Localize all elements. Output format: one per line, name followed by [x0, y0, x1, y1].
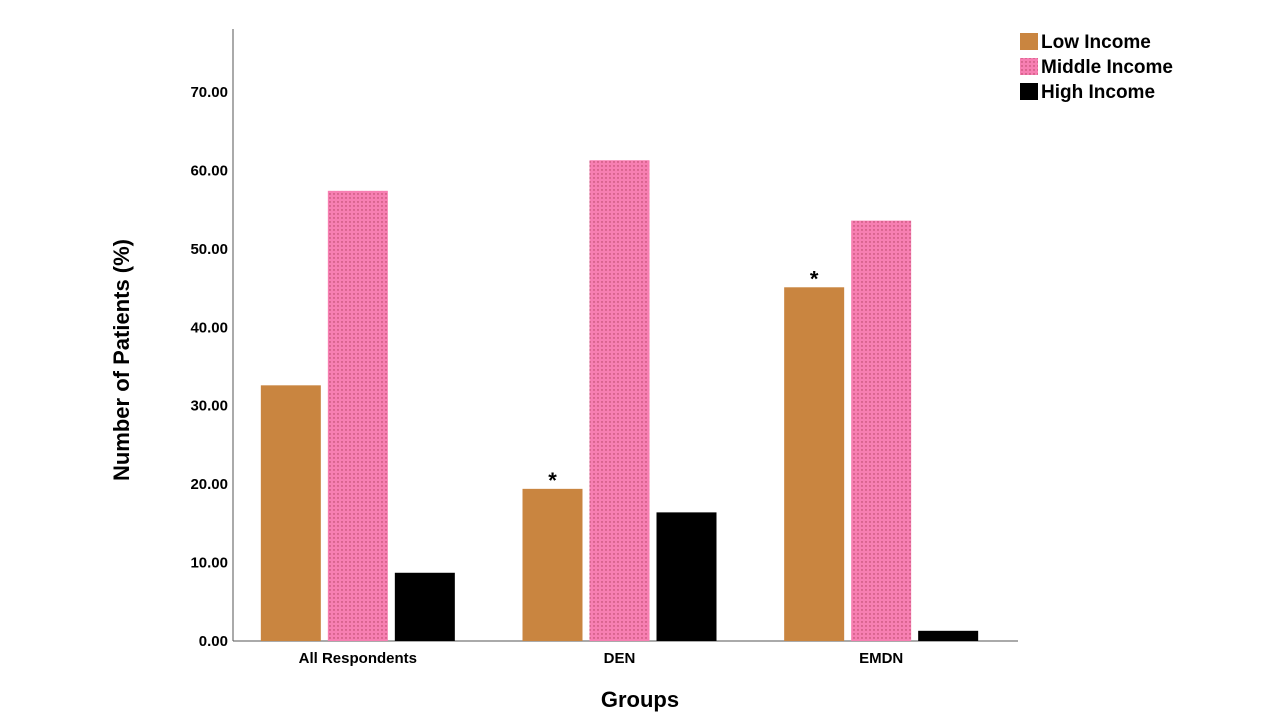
y-tick-label: 0.00 [199, 633, 228, 650]
x-axis-title: Groups [601, 687, 679, 712]
bar-middle-income [327, 190, 388, 641]
x-tick-label: DEN [604, 650, 636, 667]
y-tick-label: 20.00 [190, 476, 228, 493]
bar-high-income [656, 512, 717, 641]
legend-swatch [1020, 58, 1038, 75]
y-tick-label: 40.00 [190, 319, 228, 336]
y-tick-label: 30.00 [190, 398, 228, 415]
bar-middle-income [851, 220, 912, 641]
x-tick-label: EMDN [859, 650, 903, 667]
significance-marker: * [810, 266, 819, 291]
y-axis-title: Number of Patients (%) [109, 239, 134, 481]
y-tick-label: 50.00 [190, 241, 228, 258]
legend-swatch [1020, 83, 1038, 100]
y-tick-label: 70.00 [190, 84, 228, 101]
bar-low-income [522, 488, 583, 641]
y-tick-label: 60.00 [190, 162, 228, 179]
bar-high-income [394, 572, 455, 641]
legend-entry-label: Middle Income [1041, 57, 1173, 78]
bar-low-income [784, 287, 845, 641]
significance-marker: * [548, 468, 557, 493]
legend-entry-label: Low Income [1041, 32, 1151, 53]
legend-entry-label: High Income [1041, 82, 1155, 103]
bar-low-income [260, 385, 321, 641]
y-tick-label: 10.00 [190, 555, 228, 572]
bar-high-income [918, 630, 979, 641]
legend-swatch [1020, 33, 1038, 50]
x-tick-label: All Respondents [299, 650, 417, 667]
bar-middle-income [589, 160, 650, 642]
